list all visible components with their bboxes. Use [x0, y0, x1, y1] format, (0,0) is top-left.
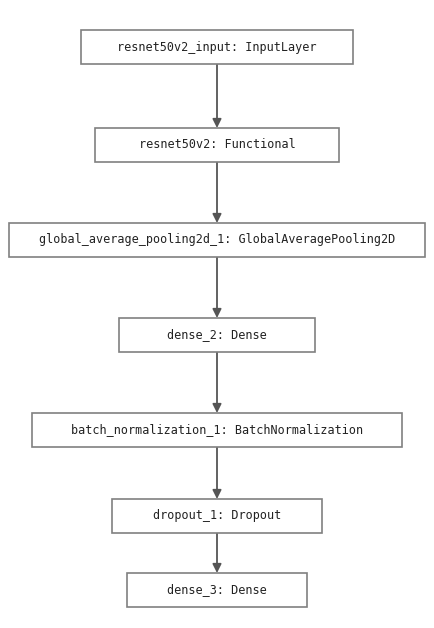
Text: batch_normalization_1: BatchNormalization: batch_normalization_1: BatchNormalizatio…: [71, 423, 363, 436]
FancyBboxPatch shape: [9, 223, 425, 257]
FancyBboxPatch shape: [32, 413, 402, 447]
FancyBboxPatch shape: [112, 499, 322, 533]
FancyBboxPatch shape: [127, 573, 307, 607]
Text: resnet50v2: Functional: resnet50v2: Functional: [138, 139, 296, 151]
FancyBboxPatch shape: [81, 30, 353, 64]
Text: dropout_1: Dropout: dropout_1: Dropout: [153, 509, 281, 522]
FancyBboxPatch shape: [95, 128, 339, 162]
FancyBboxPatch shape: [119, 318, 315, 352]
Text: global_average_pooling2d_1: GlobalAveragePooling2D: global_average_pooling2d_1: GlobalAverag…: [39, 234, 395, 247]
Text: dense_2: Dense: dense_2: Dense: [167, 328, 267, 342]
Text: resnet50v2_input: InputLayer: resnet50v2_input: InputLayer: [117, 40, 317, 53]
Text: dense_3: Dense: dense_3: Dense: [167, 583, 267, 597]
